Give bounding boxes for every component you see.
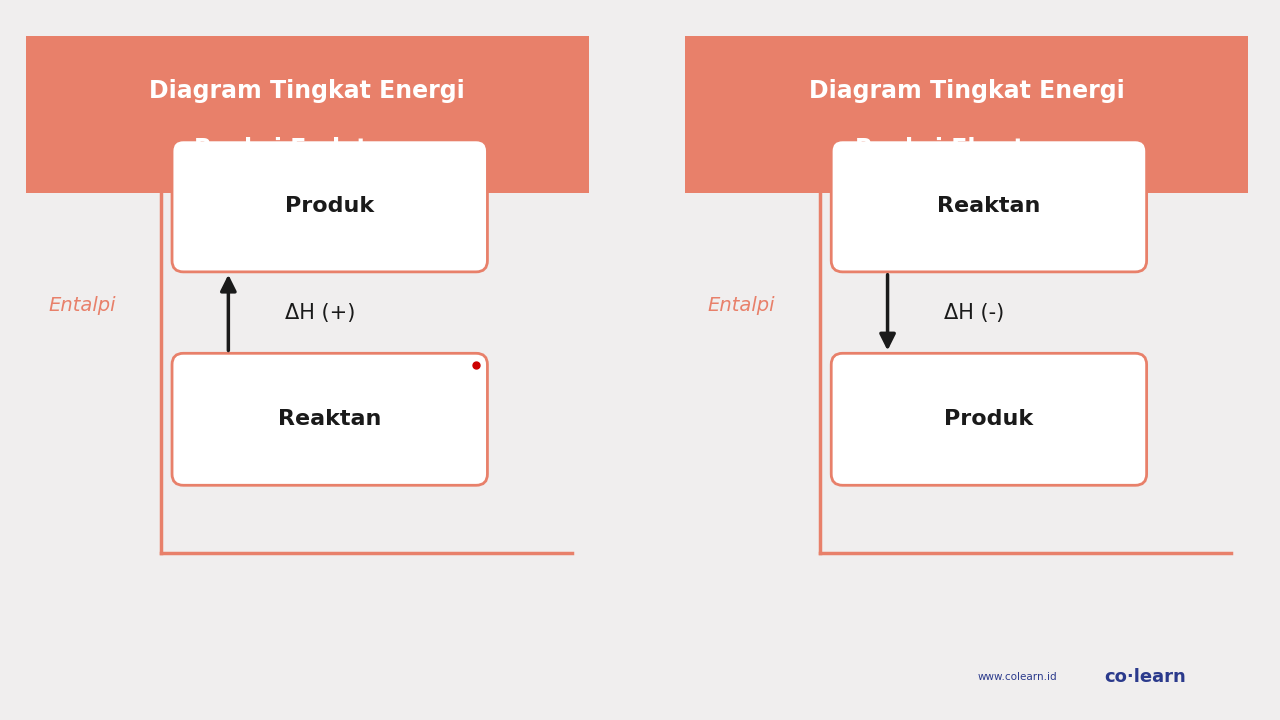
FancyBboxPatch shape: [172, 140, 488, 272]
Text: co·learn: co·learn: [1105, 668, 1187, 685]
Text: Produk: Produk: [285, 196, 374, 216]
Text: ΔH (+): ΔH (+): [284, 302, 355, 323]
Text: www.colearn.id: www.colearn.id: [978, 672, 1057, 682]
FancyBboxPatch shape: [831, 354, 1147, 485]
Text: ΔH (-): ΔH (-): [943, 302, 1004, 323]
Text: Diagram Tingkat Energi: Diagram Tingkat Energi: [150, 79, 465, 103]
Text: Reaktan: Reaktan: [278, 409, 381, 429]
Text: Reaksi Endoterm: Reaksi Endoterm: [195, 138, 420, 161]
Text: Produk: Produk: [945, 409, 1033, 429]
Text: Reaksi Eksoterm: Reaksi Eksoterm: [855, 138, 1078, 161]
Text: Entalpi: Entalpi: [49, 296, 115, 315]
Text: Entalpi: Entalpi: [708, 296, 774, 315]
FancyBboxPatch shape: [26, 36, 589, 193]
Text: Diagram Tingkat Energi: Diagram Tingkat Energi: [809, 79, 1124, 103]
Text: Reaktan: Reaktan: [937, 196, 1041, 216]
FancyBboxPatch shape: [831, 140, 1147, 272]
FancyBboxPatch shape: [685, 36, 1248, 193]
FancyBboxPatch shape: [172, 354, 488, 485]
